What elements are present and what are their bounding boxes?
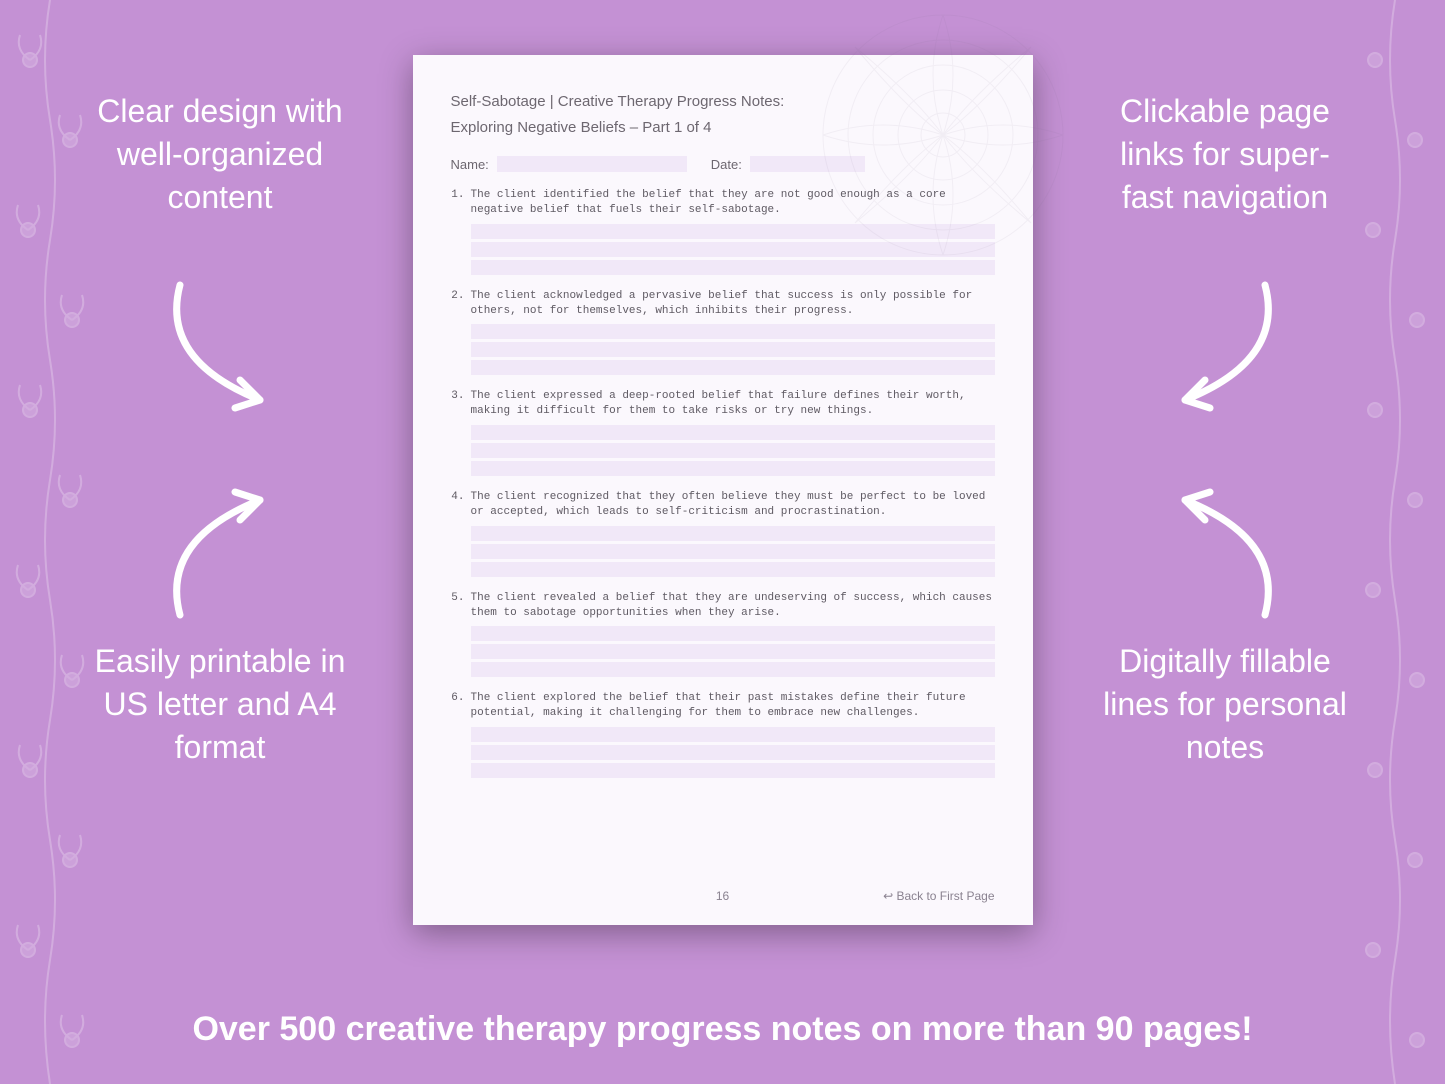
item-prompt: 2.The client acknowledged a pervasive be… (451, 289, 995, 319)
floral-border-left (0, 0, 100, 1084)
list-item: 1.The client identified the belief that … (451, 188, 995, 275)
page-header: Self-Sabotage | Creative Therapy Progres… (451, 89, 995, 140)
page-title-line1: Self-Sabotage | Creative Therapy Progres… (451, 89, 995, 115)
fillable-line[interactable] (471, 242, 995, 257)
document-page: Self-Sabotage | Creative Therapy Progres… (413, 55, 1033, 925)
back-to-first-link[interactable]: ↩ Back to First Page (883, 889, 994, 903)
name-input[interactable] (497, 156, 687, 172)
item-text: The client identified the belief that th… (471, 188, 995, 218)
fillable-line[interactable] (471, 443, 995, 458)
item-prompt: 3.The client expressed a deep-rooted bel… (451, 389, 995, 419)
arrow-top-left (150, 270, 330, 430)
fillable-line[interactable] (471, 662, 995, 677)
item-text: The client recognized that they often be… (471, 490, 995, 520)
date-label: Date: (711, 157, 742, 172)
name-label: Name: (451, 157, 489, 172)
arrow-top-right (1115, 270, 1295, 430)
list-item: 3.The client expressed a deep-rooted bel… (451, 389, 995, 476)
list-item: 2.The client acknowledged a pervasive be… (451, 289, 995, 376)
fillable-line[interactable] (471, 745, 995, 760)
list-item: 5.The client revealed a belief that they… (451, 591, 995, 678)
fillable-line[interactable] (471, 727, 995, 742)
callout-bottom-left: Easily printable in US letter and A4 for… (90, 640, 350, 770)
fillable-line[interactable] (471, 626, 995, 641)
item-number: 6. (451, 691, 465, 721)
fillable-lines (451, 324, 995, 375)
item-text: The client expressed a deep-rooted belie… (471, 389, 995, 419)
fillable-line[interactable] (471, 360, 995, 375)
callout-bottom-right: Digitally fillable lines for personal no… (1095, 640, 1355, 770)
fillable-lines (451, 224, 995, 275)
page-number: 16 (716, 889, 729, 903)
fillable-line[interactable] (471, 425, 995, 440)
item-text: The client revealed a belief that they a… (471, 591, 995, 621)
fillable-line[interactable] (471, 461, 995, 476)
date-field: Date: (711, 156, 865, 172)
item-number: 5. (451, 591, 465, 621)
page-title-line2: Exploring Negative Beliefs – Part 1 of 4 (451, 115, 995, 141)
date-input[interactable] (750, 156, 865, 172)
callout-top-left: Clear design with well-organized content (90, 90, 350, 220)
items-list: 1.The client identified the belief that … (451, 188, 995, 778)
bottom-headline: Over 500 creative therapy progress notes… (0, 1010, 1445, 1049)
item-prompt: 4.The client recognized that they often … (451, 490, 995, 520)
fillable-line[interactable] (471, 763, 995, 778)
item-number: 4. (451, 490, 465, 520)
callout-top-right: Clickable page links for super-fast navi… (1095, 90, 1355, 220)
name-field: Name: (451, 156, 687, 172)
fillable-lines (451, 727, 995, 778)
item-prompt: 6.The client explored the belief that th… (451, 691, 995, 721)
floral-border-right (1345, 0, 1445, 1084)
fillable-line[interactable] (471, 342, 995, 357)
fillable-line[interactable] (471, 526, 995, 541)
fillable-line[interactable] (471, 644, 995, 659)
arrow-bottom-left (150, 470, 330, 630)
item-prompt: 5.The client revealed a belief that they… (451, 591, 995, 621)
fillable-lines (451, 626, 995, 677)
fillable-line[interactable] (471, 324, 995, 339)
item-number: 3. (451, 389, 465, 419)
fillable-line[interactable] (471, 544, 995, 559)
arrow-bottom-right (1115, 470, 1295, 630)
list-item: 4.The client recognized that they often … (451, 490, 995, 577)
fillable-line[interactable] (471, 562, 995, 577)
list-item: 6.The client explored the belief that th… (451, 691, 995, 778)
fillable-line[interactable] (471, 224, 995, 239)
page-footer: 16 ↩ Back to First Page (451, 889, 995, 903)
item-number: 2. (451, 289, 465, 319)
item-text: The client acknowledged a pervasive beli… (471, 289, 995, 319)
fillable-lines (451, 425, 995, 476)
item-prompt: 1.The client identified the belief that … (451, 188, 995, 218)
meta-row: Name: Date: (451, 156, 995, 172)
item-text: The client explored the belief that thei… (471, 691, 995, 721)
fillable-lines (451, 526, 995, 577)
fillable-line[interactable] (471, 260, 995, 275)
item-number: 1. (451, 188, 465, 218)
